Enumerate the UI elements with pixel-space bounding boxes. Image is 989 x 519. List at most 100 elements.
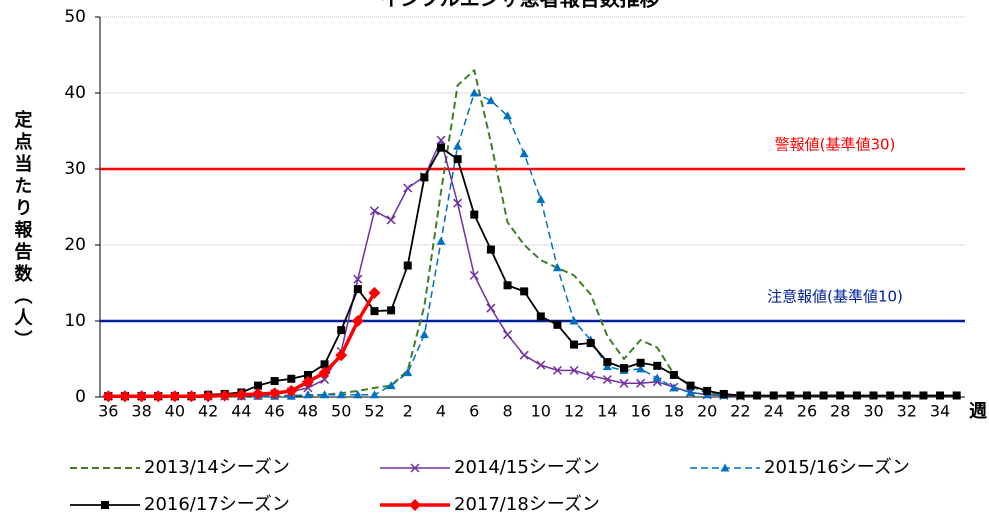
data-point (453, 198, 463, 208)
data-point (653, 361, 662, 370)
data-point (268, 387, 281, 400)
x-axis-label: 週 (969, 401, 987, 422)
x-tick-label: 14 (597, 402, 617, 421)
data-point (386, 215, 396, 225)
data-point (736, 391, 745, 400)
data-point (254, 381, 263, 390)
data-point (552, 365, 562, 375)
legend-label: 2015/16シーズン (764, 457, 910, 478)
data-point (802, 391, 811, 400)
x-tick-label: 34 (930, 402, 950, 421)
data-point (436, 135, 446, 145)
data-point (437, 143, 446, 152)
x-tick-label: 30 (863, 402, 883, 421)
data-point (686, 387, 696, 396)
data-point (202, 390, 215, 403)
data-point (303, 390, 313, 399)
data-point (902, 391, 911, 400)
y-tick-label: 20 (64, 235, 86, 255)
x-tick-label: 20 (697, 402, 717, 421)
data-point (335, 349, 348, 362)
data-point (252, 387, 265, 400)
data-point (952, 391, 961, 400)
data-point (536, 360, 546, 370)
data-point (602, 374, 612, 385)
data-point (619, 378, 629, 388)
data-point (320, 360, 329, 369)
data-point (519, 149, 529, 158)
data-point (301, 375, 314, 388)
x-tick-label: 40 (165, 402, 185, 421)
x-tick-label: 32 (897, 402, 917, 421)
data-point (470, 210, 479, 219)
data-point (486, 303, 496, 313)
data-point (619, 364, 628, 373)
data-point (419, 330, 429, 339)
data-point (368, 286, 381, 299)
data-point (320, 390, 330, 399)
legend-marker (101, 501, 109, 509)
data-point (285, 384, 298, 397)
data-point (403, 261, 412, 270)
legend-label: 2017/18シーズン (454, 494, 600, 515)
data-point (369, 390, 379, 399)
x-tick-label: 10 (531, 402, 551, 421)
y-tick-label: 40 (64, 83, 86, 103)
data-point (519, 350, 529, 360)
data-point (552, 263, 562, 272)
data-point (586, 371, 596, 381)
x-tick-label: 36 (98, 402, 118, 421)
data-point (703, 386, 712, 395)
series-line (108, 146, 957, 398)
data-point (353, 285, 362, 294)
data-point (852, 391, 861, 400)
data-point (936, 391, 945, 400)
x-tick-label: 38 (131, 402, 151, 421)
y-tick-label: 50 (64, 7, 86, 27)
data-point (503, 111, 513, 120)
data-point (453, 155, 462, 164)
data-point (503, 330, 513, 340)
x-tick-label: 42 (198, 402, 218, 421)
data-point (185, 390, 198, 403)
data-point (287, 374, 296, 383)
x-tick-label: 8 (502, 402, 512, 421)
data-point (553, 320, 562, 329)
x-tick-label: 50 (331, 402, 351, 421)
legend-label: 2014/15シーズン (454, 457, 600, 478)
data-point (636, 358, 645, 367)
x-tick-label: 2 (403, 402, 413, 421)
x-tick-label: 6 (469, 402, 479, 421)
data-point (118, 390, 131, 403)
data-point (636, 378, 646, 388)
data-point (337, 326, 346, 335)
data-point (570, 340, 579, 349)
legend-marker (720, 463, 730, 472)
y-tick-label: 30 (64, 159, 86, 179)
data-point (351, 315, 364, 327)
data-point (135, 390, 148, 403)
data-point (869, 391, 878, 400)
data-point (602, 362, 612, 371)
data-point (386, 381, 396, 390)
x-tick-label: 16 (630, 402, 650, 421)
y-tick-label: 10 (64, 311, 86, 331)
data-point (836, 391, 845, 400)
legend-label: 2013/14シーズン (144, 457, 290, 478)
data-point (102, 390, 115, 403)
data-point (318, 366, 331, 379)
data-point (503, 281, 512, 290)
data-point (669, 383, 679, 392)
data-point (636, 364, 646, 373)
reference-label: 注意報値(基準値10) (767, 288, 903, 306)
x-tick-label: 48 (298, 402, 318, 421)
data-point (686, 381, 695, 390)
series-line (108, 69, 741, 398)
data-point (886, 391, 895, 400)
data-point (270, 377, 279, 386)
data-point (819, 391, 828, 400)
y-tick-label: 0 (75, 387, 86, 407)
data-point (453, 141, 463, 150)
legend-marker (409, 499, 421, 511)
